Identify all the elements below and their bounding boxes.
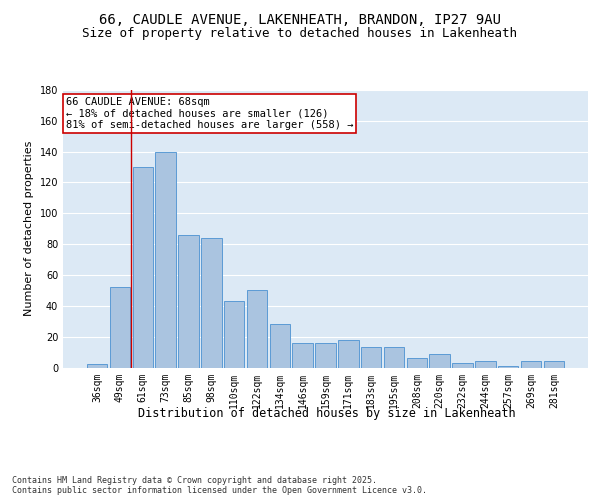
Bar [110, 288, 130, 368]
Bar [133, 167, 153, 368]
Bar [178, 235, 199, 368]
Bar [384, 348, 404, 368]
Text: 66, CAUDLE AVENUE, LAKENHEATH, BRANDON, IP27 9AU: 66, CAUDLE AVENUE, LAKENHEATH, BRANDON, … [99, 12, 501, 26]
Bar [247, 290, 267, 368]
Bar [315, 343, 336, 367]
Bar [292, 343, 313, 367]
Text: Size of property relative to detached houses in Lakenheath: Size of property relative to detached ho… [83, 28, 517, 40]
Bar [521, 362, 541, 368]
Bar [407, 358, 427, 368]
Text: Contains HM Land Registry data © Crown copyright and database right 2025.
Contai: Contains HM Land Registry data © Crown c… [12, 476, 427, 495]
Bar [498, 366, 518, 368]
Text: 66 CAUDLE AVENUE: 68sqm
← 18% of detached houses are smaller (126)
81% of semi-d: 66 CAUDLE AVENUE: 68sqm ← 18% of detache… [65, 97, 353, 130]
Y-axis label: Number of detached properties: Number of detached properties [24, 141, 34, 316]
Bar [452, 363, 473, 368]
Bar [544, 362, 564, 368]
Bar [201, 238, 221, 368]
Text: Distribution of detached houses by size in Lakenheath: Distribution of detached houses by size … [138, 408, 516, 420]
Bar [361, 348, 382, 368]
Bar [224, 301, 244, 368]
Bar [475, 362, 496, 368]
Bar [269, 324, 290, 368]
Bar [87, 364, 107, 368]
Bar [338, 340, 359, 367]
Bar [155, 152, 176, 368]
Bar [430, 354, 450, 368]
